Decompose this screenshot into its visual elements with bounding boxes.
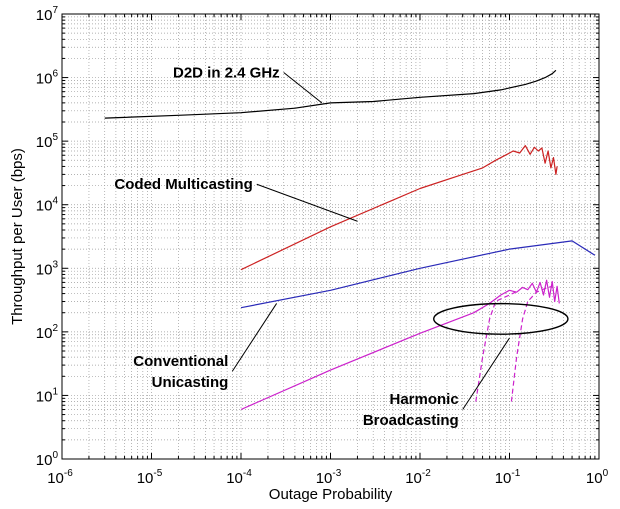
series-layer — [104, 69, 596, 411]
y-tick-label-exponent: 1 — [52, 386, 58, 397]
x-tick-label: 10-5 — [137, 468, 163, 487]
annotation-leader-line — [256, 183, 358, 222]
y-tick-label: 107 — [36, 5, 59, 24]
x-tick-label-exponent: -6 — [64, 468, 73, 479]
y-tick-label-exponent: 0 — [52, 450, 58, 461]
y-tick-label-base: 10 — [36, 261, 53, 278]
y-tick-label-base: 10 — [36, 7, 53, 24]
annotation-label-line: Harmonic — [390, 391, 459, 408]
x-tick-label-base: 10 — [316, 470, 333, 487]
highlight-ellipse — [433, 302, 569, 335]
y-tick-label-exponent: 4 — [52, 196, 58, 207]
annotation-label-line: D2D in 2.4 GHz — [173, 65, 280, 82]
x-tick-label-base: 10 — [586, 470, 603, 487]
y-tick-label-exponent: 6 — [52, 69, 58, 80]
annotation-label: Harmonic Broadcasting — [363, 391, 459, 429]
x-tick-label-exponent: -4 — [243, 468, 252, 479]
annotation-label-line: Coded Multicasting — [114, 176, 252, 193]
annotation-label: Coded Multicasting — [114, 176, 252, 193]
series-line-0 — [104, 69, 557, 119]
x-tick-label-exponent: 0 — [603, 468, 609, 479]
annotation-label: D2D in 2.4 GHz — [173, 65, 280, 82]
series-line-2 — [240, 240, 596, 309]
y-tick-label: 105 — [36, 132, 59, 151]
x-tick-label-base: 10 — [495, 470, 512, 487]
x-tick-label-exponent: -2 — [422, 468, 431, 479]
y-tick-label: 106 — [36, 69, 59, 88]
x-tick-labels: 10-6 10-5 10-4 10-3 10-2 10-1 100 — [47, 468, 608, 487]
series-line-1 — [240, 145, 558, 271]
annotation-label-line: Conventional — [133, 353, 228, 370]
y-tick-label: 102 — [36, 323, 59, 342]
x-tick-label-base: 10 — [226, 470, 243, 487]
y-tick-label-base: 10 — [36, 452, 53, 469]
y-tick-label-exponent: 2 — [52, 323, 58, 334]
x-tick-label-exponent: -3 — [332, 468, 341, 479]
y-tick-label: 101 — [36, 386, 59, 405]
annotation-label-line: Broadcasting — [363, 412, 459, 429]
x-tick-label: 100 — [586, 468, 609, 487]
y-tick-label-exponent: 7 — [52, 5, 58, 16]
x-tick-label: 10-4 — [226, 468, 252, 487]
x-tick-label-base: 10 — [137, 470, 154, 487]
series-line-4 — [475, 291, 517, 402]
annotations: D2D in 2.4 GHz Coded Multicasting Conventi… — [114, 65, 569, 429]
y-tick-label-base: 10 — [36, 388, 53, 405]
grid — [61, 13, 600, 460]
y-tick-label: 103 — [36, 259, 59, 278]
y-tick-label: 100 — [36, 450, 59, 469]
series-line-5 — [510, 285, 553, 402]
annotation-label: Conventional Unicasting — [133, 353, 228, 391]
y-tick-label-exponent: 3 — [52, 259, 58, 270]
series-line-3 — [240, 279, 560, 411]
tick-marks — [61, 13, 600, 460]
x-tick-label-base: 10 — [405, 470, 422, 487]
annotation-leader-line — [283, 72, 323, 104]
y-tick-label: 104 — [36, 196, 59, 215]
x-tick-label-exponent: -1 — [511, 468, 520, 479]
x-tick-label-base: 10 — [47, 470, 64, 487]
annotation-leader-line — [462, 337, 510, 410]
x-axis-label: Outage Probability — [269, 486, 393, 503]
y-axis-label: Throughput per User (bps) — [9, 148, 26, 325]
x-tick-label: 10-2 — [405, 468, 431, 487]
y-tick-label-base: 10 — [36, 71, 53, 88]
y-tick-label-base: 10 — [36, 325, 53, 342]
x-tick-label: 10-3 — [316, 468, 342, 487]
y-tick-label-base: 10 — [36, 198, 53, 215]
x-tick-label-exponent: -5 — [153, 468, 162, 479]
y-tick-label-exponent: 5 — [52, 132, 58, 143]
y-tick-label-base: 10 — [36, 134, 53, 151]
x-tick-label: 10-1 — [495, 468, 521, 487]
annotation-leader-line — [231, 303, 278, 372]
x-tick-label: 10-6 — [47, 468, 73, 487]
annotation-label-line: Unicasting — [152, 374, 229, 391]
